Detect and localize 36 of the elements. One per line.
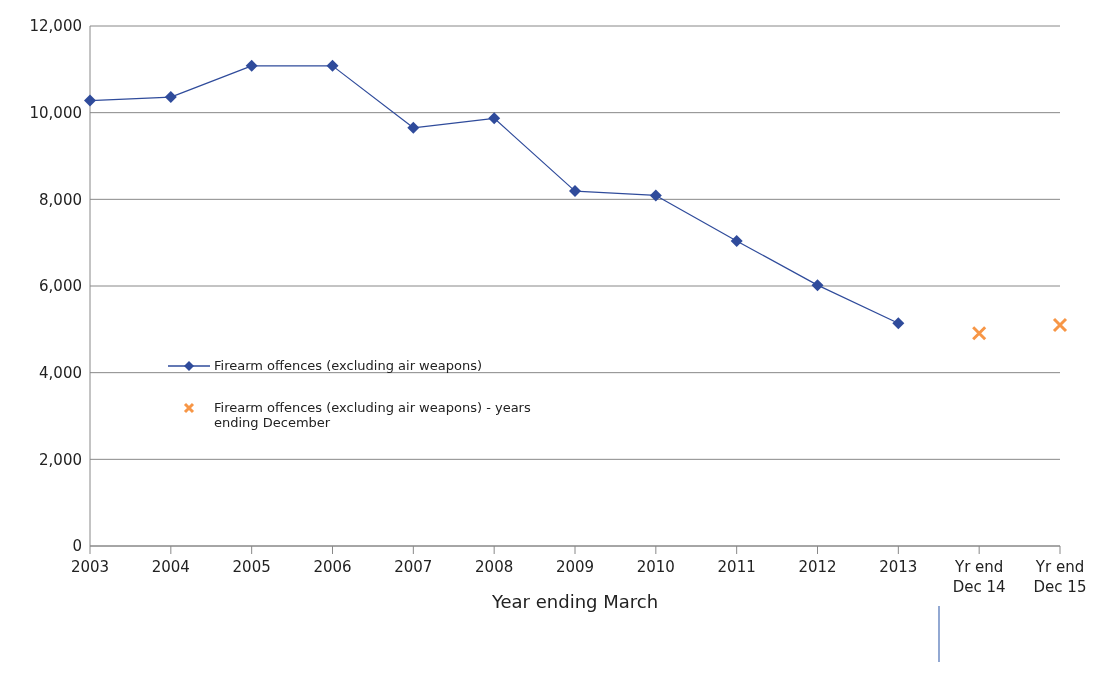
y-tick-label: 6,000 bbox=[39, 277, 82, 296]
x-axis-title: Year ending March bbox=[490, 591, 659, 612]
point bbox=[811, 279, 824, 292]
y-tick-label: 0 bbox=[72, 537, 82, 556]
x-tick-label: 2013 bbox=[879, 558, 918, 576]
point bbox=[1052, 317, 1068, 333]
x-tick-label: 2005 bbox=[232, 558, 271, 576]
x-tick-label: 2009 bbox=[555, 558, 595, 576]
x-tick-label: 2003 bbox=[70, 558, 110, 576]
x-tick-label: 2011 bbox=[717, 558, 756, 576]
point bbox=[326, 59, 339, 72]
y-tick-label: 12,000 bbox=[29, 17, 82, 36]
x-tick-label: 2004 bbox=[151, 558, 190, 576]
point bbox=[971, 325, 987, 341]
x-tick-label: 2007 bbox=[394, 558, 433, 576]
point bbox=[245, 59, 258, 72]
point bbox=[730, 234, 743, 247]
point bbox=[164, 91, 177, 104]
point bbox=[84, 94, 96, 107]
y-tick-label: 10,000 bbox=[29, 103, 82, 122]
x-tick-label: Yr end Dec 15 bbox=[1033, 558, 1087, 596]
y-tick-label: 4,000 bbox=[39, 363, 82, 382]
point bbox=[407, 121, 420, 134]
x-tick-label: Yr end Dec 14 bbox=[952, 558, 1006, 596]
legend-label: Firearm offences (excluding air weapons) bbox=[214, 358, 483, 373]
x-tick-label: 2012 bbox=[798, 558, 837, 576]
point bbox=[892, 317, 905, 330]
x-tick-label: 2008 bbox=[475, 558, 514, 576]
x-tick-label: 2010 bbox=[636, 558, 675, 576]
x-tick-label: 2006 bbox=[313, 558, 352, 576]
y-tick-label: 2,000 bbox=[39, 450, 82, 469]
point bbox=[649, 189, 662, 202]
point bbox=[569, 185, 581, 198]
y-tick-label: 8,000 bbox=[39, 190, 82, 209]
point bbox=[488, 112, 501, 125]
legend-label: Firearm offences (excluding air weapons) - years ending December bbox=[214, 400, 532, 430]
